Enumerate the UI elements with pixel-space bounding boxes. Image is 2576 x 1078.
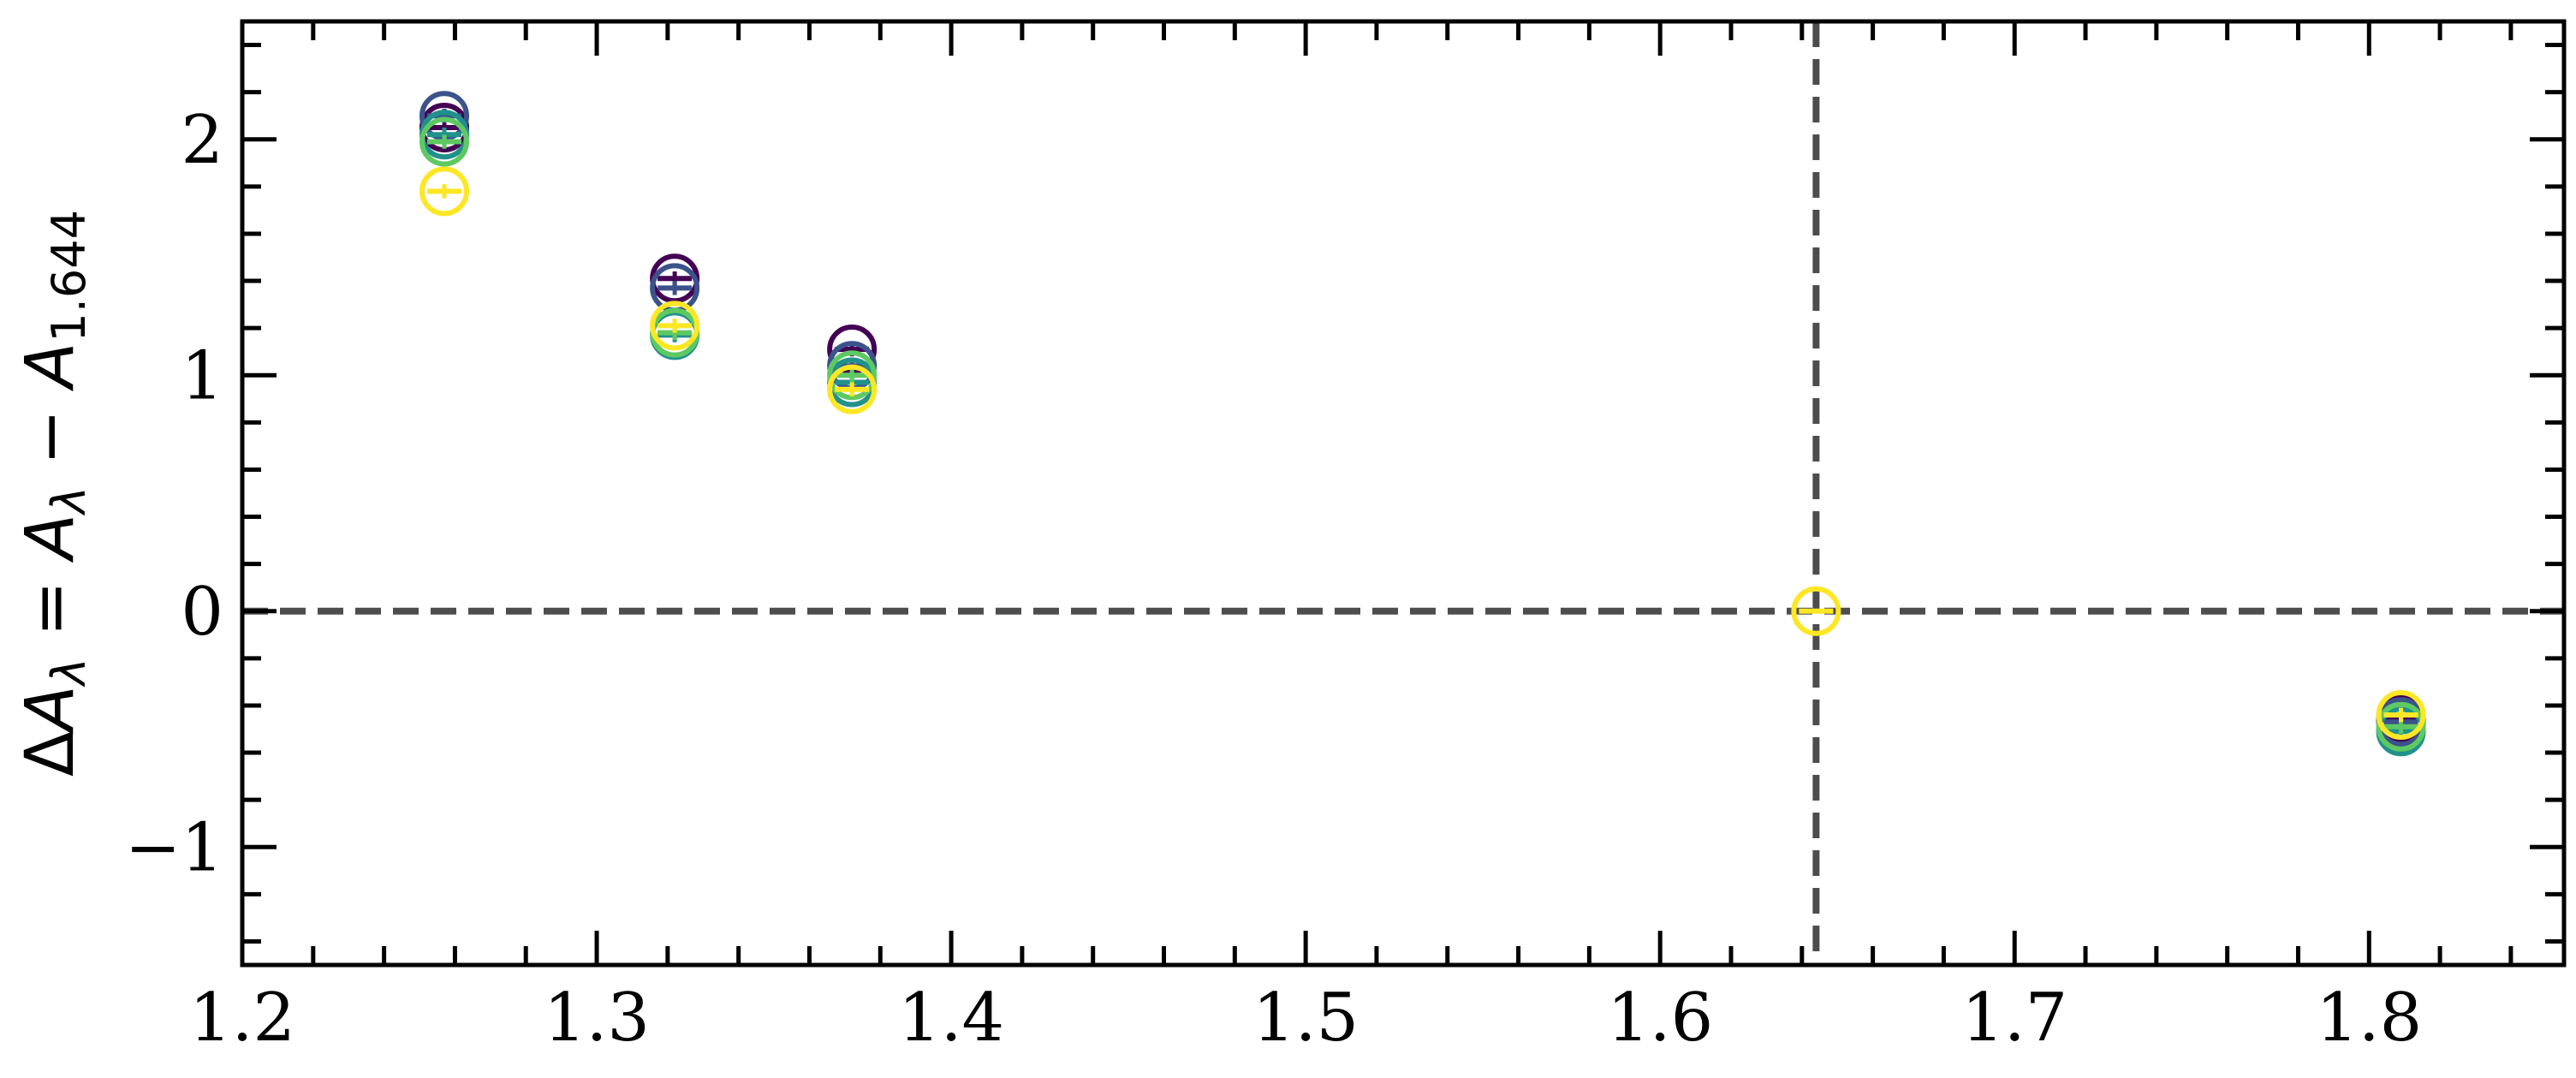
x-tick-label: 1.4 (898, 980, 1004, 1057)
series-1 (419, 102, 2426, 745)
x-tick-labels: 1.2 1.3 1.4 1.5 1.6 1.7 1.8 (189, 980, 2422, 1057)
ylabel-a3: A (12, 342, 89, 392)
data-point (827, 350, 878, 401)
x-tick-label: 1.3 (544, 980, 650, 1057)
x-tick-label: 1.7 (1961, 980, 2067, 1057)
series-5 (419, 166, 2426, 740)
y-tick-label: 2 (181, 102, 223, 179)
y-tick-label: −1 (125, 809, 223, 886)
x-tick-label: 1.6 (1607, 980, 1713, 1057)
plot-frame (240, 19, 2567, 968)
data-point (1791, 586, 1841, 636)
ylabel-sub-lambda-1: λ (42, 658, 96, 688)
ylabel-a1: A (12, 685, 89, 735)
y-tick-labels: −1 0 1 2 (125, 102, 223, 887)
ylabel-a2: A (12, 514, 89, 563)
ylabel-delta: Δ (12, 731, 89, 777)
data-points (419, 91, 2426, 757)
x-tick-label: 1.5 (1252, 980, 1359, 1057)
data-point (2376, 701, 2426, 752)
y-axis-label: ΔAλ = Aλ − A1.644 (12, 210, 96, 777)
series-3 (419, 110, 2426, 757)
reference-lines (242, 21, 2564, 965)
data-point (827, 364, 878, 414)
data-point (2376, 689, 2426, 740)
series-4 (419, 116, 2426, 752)
y-tick-label: 1 (181, 337, 223, 414)
axis-ticks (240, 21, 2564, 965)
ylabel-sub-lambda-2: λ (42, 486, 96, 516)
data-point (419, 116, 470, 167)
y-tick-label: 0 (181, 574, 223, 651)
data-point (419, 166, 470, 217)
series-2 (419, 91, 2426, 747)
x-tick-label: 1.8 (2316, 980, 2422, 1057)
data-point (650, 301, 700, 351)
ylabel-equals: = (12, 559, 89, 658)
ylabel-sub-ref: 1.644 (42, 210, 96, 342)
ylabel-minus: − (12, 388, 89, 486)
x-tick-label: 1.2 (189, 980, 295, 1057)
